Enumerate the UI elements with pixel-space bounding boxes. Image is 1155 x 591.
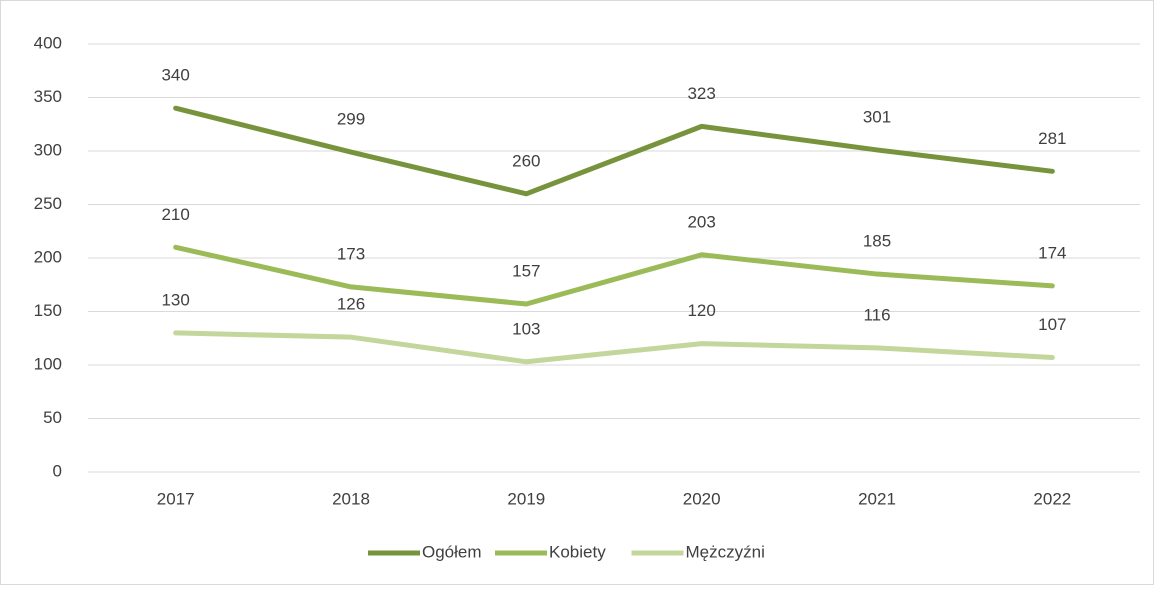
- series-line: [173, 105, 1055, 197]
- data-label: 260: [512, 151, 540, 170]
- series-line: [173, 330, 1055, 365]
- data-label: 173: [337, 244, 365, 263]
- legend-label: Mężczyźni: [686, 542, 765, 561]
- series-line: [173, 244, 1055, 307]
- data-label: 210: [161, 205, 189, 224]
- x-tick-label: 2021: [858, 489, 896, 508]
- y-tick-label: 250: [34, 194, 62, 213]
- data-label: 120: [687, 301, 715, 320]
- data-label: 116: [863, 305, 890, 324]
- legend-label: Kobiety: [549, 542, 606, 561]
- y-tick-label: 400: [34, 33, 62, 52]
- data-label: 107: [1038, 315, 1066, 334]
- data-label: 203: [687, 212, 715, 231]
- y-tick-label: 350: [34, 87, 62, 106]
- data-label: 157: [512, 261, 540, 280]
- x-tick-label: 2020: [683, 489, 721, 508]
- y-tick-label: 100: [34, 354, 62, 373]
- data-label: 174: [1038, 243, 1066, 262]
- data-label: 340: [161, 66, 189, 85]
- y-tick-label: 300: [34, 140, 62, 159]
- x-tick-label: 2019: [507, 489, 545, 508]
- data-label: 323: [687, 84, 715, 103]
- data-label: 126: [337, 295, 365, 314]
- x-tick-label: 2017: [157, 489, 195, 508]
- y-tick-label: 50: [43, 408, 62, 427]
- data-label: 103: [512, 319, 540, 338]
- legend-label: Ogółem: [422, 542, 482, 561]
- data-label: 130: [161, 290, 189, 309]
- y-tick-label: 0: [53, 461, 62, 480]
- x-tick-label: 2022: [1033, 489, 1071, 508]
- y-tick-label: 200: [34, 247, 62, 266]
- x-tick-label: 2018: [332, 489, 370, 508]
- data-label: 301: [863, 107, 891, 126]
- y-tick-label: 150: [34, 301, 62, 320]
- data-label: 299: [337, 110, 365, 129]
- data-label: 281: [1038, 129, 1066, 148]
- data-label: 185: [863, 232, 891, 251]
